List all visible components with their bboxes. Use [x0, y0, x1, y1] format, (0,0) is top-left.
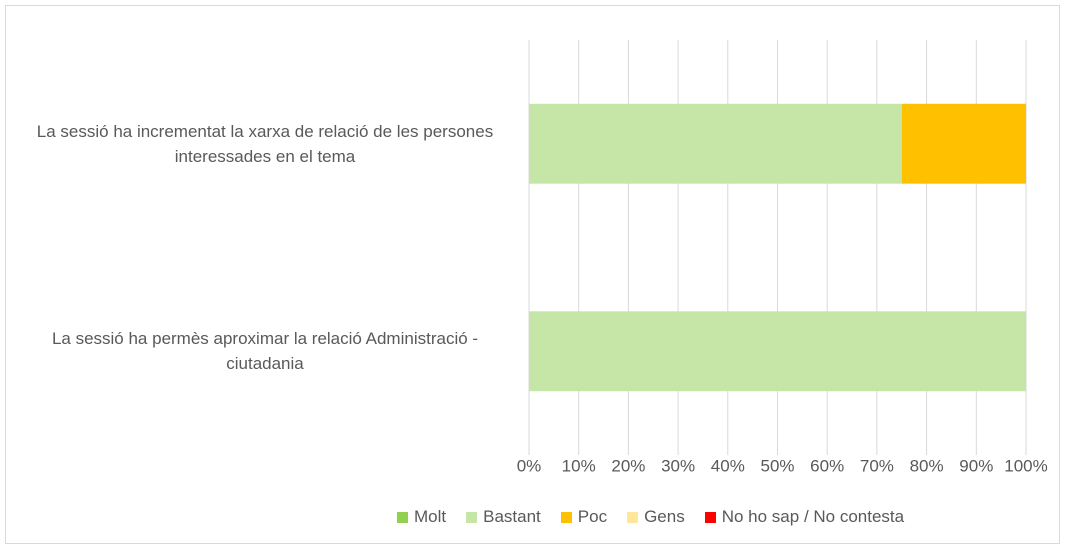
x-tick-label: 10% [562, 456, 596, 475]
chart-frame [5, 5, 1060, 544]
x-tick-label: 90% [959, 456, 993, 475]
legend-item: Poc [560, 507, 608, 527]
x-tick-label: 100% [1004, 456, 1047, 475]
legend-swatch [397, 511, 408, 523]
legend-label: No ho sap / No contesta [721, 507, 905, 526]
x-tick-label: 20% [611, 456, 645, 475]
x-tick-label: 40% [711, 456, 745, 475]
x-tick-label: 0% [517, 456, 542, 475]
x-tick-label: 50% [760, 456, 794, 475]
bar-segment [529, 103, 902, 184]
x-tick-label: 60% [810, 456, 844, 475]
legend-label: Poc [577, 507, 608, 526]
legend-label: Gens [644, 507, 685, 526]
legend-item: Bastant [466, 507, 541, 527]
legend-item: Molt [397, 507, 446, 527]
legend-swatch [560, 511, 572, 523]
bar-segment [901, 103, 1026, 184]
legend: Molt Bastant Poc Gens No ho sap / No contest… [397, 507, 904, 527]
x-tick-label: 80% [910, 456, 944, 475]
legend-label: Molt [414, 507, 447, 526]
legend-item: Gens [627, 507, 685, 527]
x-tick-label: 70% [860, 456, 894, 475]
legend-swatch [627, 511, 639, 523]
bar-segment [529, 311, 1026, 392]
x-tick-label: 30% [661, 456, 695, 475]
category-label: La sessió ha incrementat la xarxa de rel… [36, 121, 494, 166]
legend-swatch [466, 511, 478, 523]
legend-item: No ho sap / No contesta [704, 507, 905, 527]
legend-label: Bastant [483, 507, 541, 526]
legend-swatch [704, 511, 716, 523]
category-label: La sessió ha permès aproximar la relació… [51, 329, 479, 374]
